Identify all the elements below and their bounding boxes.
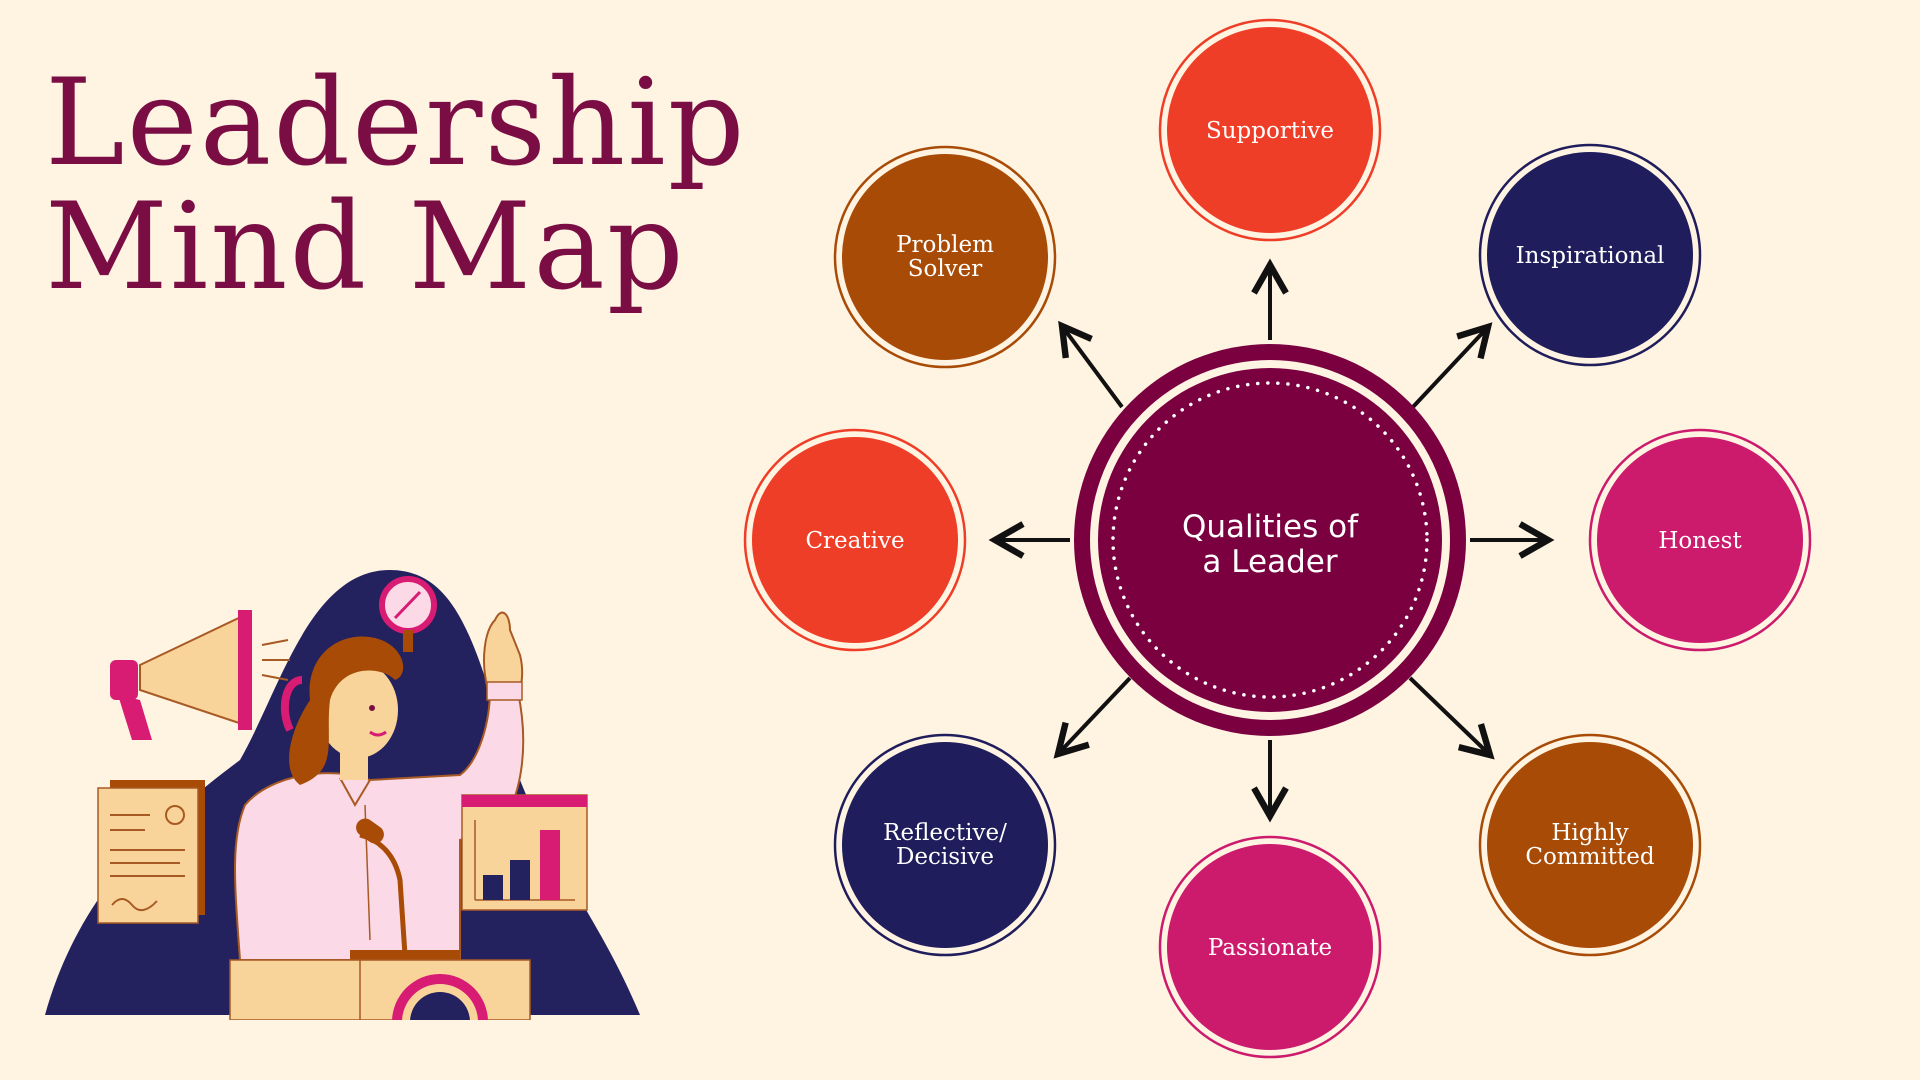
node-creative-label: Creative bbox=[805, 528, 904, 554]
node-problem-solver: Problem Solver bbox=[833, 145, 1057, 369]
node-reflective-line-2: Decisive bbox=[896, 844, 994, 870]
title-line-1: Leadership bbox=[45, 54, 747, 193]
node-highly-committed: Highly Committed bbox=[1478, 733, 1702, 957]
node-inspirational-label: Inspirational bbox=[1516, 243, 1665, 269]
node-honest: Honest bbox=[1588, 428, 1812, 652]
node-supportive: Supportive bbox=[1158, 18, 1382, 242]
arrow-to-reflective bbox=[1053, 676, 1132, 759]
document-icon bbox=[97, 780, 205, 924]
center-node: Qualities of a Leader bbox=[1074, 344, 1466, 736]
node-highly-committed-line-1: Highly bbox=[1551, 820, 1628, 846]
connector-arrows bbox=[988, 258, 1555, 823]
megaphone-icon bbox=[110, 610, 290, 740]
node-passionate-label: Passionate bbox=[1208, 935, 1332, 961]
microphone-icon bbox=[350, 818, 460, 962]
node-supportive-label: Supportive bbox=[1206, 118, 1334, 144]
node-reflective: Reflective/ Decisive bbox=[833, 733, 1057, 957]
arrow-to-highly-committed bbox=[1408, 676, 1495, 760]
speaker-figure bbox=[234, 611, 525, 961]
bar-chart-board-icon bbox=[461, 794, 588, 911]
node-problem-solver-line-1: Problem bbox=[896, 232, 994, 258]
node-inspirational: Inspirational bbox=[1478, 143, 1702, 367]
magnifier-icon bbox=[379, 576, 437, 652]
node-creative: Creative bbox=[743, 428, 967, 652]
page-title: Leadership Mind Map bbox=[45, 62, 747, 310]
title-line-2: Mind Map bbox=[45, 178, 686, 317]
podium bbox=[229, 959, 531, 1020]
center-line-1: Qualities of bbox=[1182, 509, 1359, 545]
node-highly-committed-line-2: Committed bbox=[1525, 844, 1655, 870]
node-honest-label: Honest bbox=[1658, 528, 1742, 554]
arrow-to-problem-solver bbox=[1058, 320, 1124, 409]
node-problem-solver-line-2: Solver bbox=[908, 256, 983, 282]
arrow-to-inspirational bbox=[1410, 322, 1493, 410]
leader-speaking-illustration bbox=[45, 570, 640, 1020]
node-reflective-line-1: Reflective/ bbox=[883, 820, 1007, 846]
node-passionate: Passionate bbox=[1158, 835, 1382, 1059]
center-inner-disc bbox=[1098, 368, 1442, 712]
center-line-2: a Leader bbox=[1202, 544, 1337, 580]
